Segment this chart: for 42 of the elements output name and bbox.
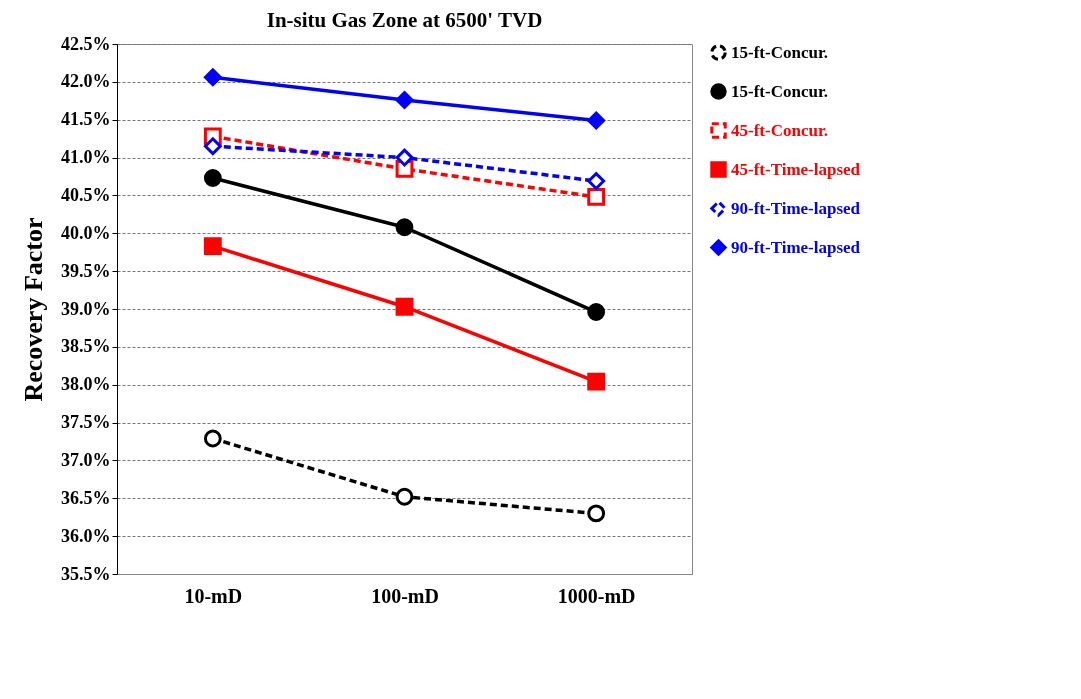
point: [395, 487, 414, 506]
y-tick-label: 39.0%: [61, 298, 111, 319]
x-tick-label: 10-mD: [184, 584, 243, 607]
legend-label: 90-ft-Time-lapsed: [731, 198, 861, 218]
legend-label: 15-ft-Concur.: [731, 42, 829, 62]
y-tick-label: 40.0%: [61, 222, 111, 243]
y-tick-label: 38.5%: [61, 336, 111, 357]
point: [395, 91, 414, 109]
y-tick-label: 41.0%: [61, 147, 111, 168]
point: [203, 169, 222, 187]
y-axis-title: Recovery Factor: [19, 217, 48, 402]
legend-label: 45-ft-Time-lapsed: [731, 159, 861, 179]
y-tick-label: 42.5%: [61, 33, 111, 54]
point: [587, 303, 606, 321]
y-tick-label: 39.5%: [61, 260, 111, 281]
point: [587, 172, 606, 190]
y-tick-label: 37.0%: [61, 449, 111, 470]
point: [203, 137, 222, 156]
y-tick-label: 36.0%: [61, 525, 111, 546]
point: [203, 429, 222, 448]
y-tick-label: 40.5%: [61, 184, 111, 205]
legend-label: 90-ft-Time-lapsed: [731, 237, 861, 257]
legend-label: 45-ft-Concur.: [731, 120, 829, 140]
y-tick-label: 37.5%: [61, 412, 111, 433]
point: [587, 111, 606, 130]
x-tick-label: 100-mD: [371, 584, 439, 607]
y-tick-label: 38.0%: [61, 374, 111, 395]
point: [587, 372, 606, 391]
point: [587, 188, 606, 206]
point: [395, 297, 414, 316]
point: [395, 148, 414, 167]
x-tick-label: 1000-mD: [557, 584, 636, 607]
y-tick-label: 36.5%: [61, 487, 111, 508]
point: [203, 237, 222, 256]
y-tick-label: 35.5%: [61, 563, 111, 584]
y-tick-label: 42.0%: [61, 71, 111, 92]
point: [395, 218, 414, 237]
y-tick-label: 41.5%: [61, 109, 111, 130]
chart-title: In-situ Gas Zone at 6500' TVD: [266, 8, 543, 32]
legend-label: 15-ft-Concur.: [731, 81, 829, 101]
point: [203, 68, 222, 87]
point: [587, 504, 606, 523]
